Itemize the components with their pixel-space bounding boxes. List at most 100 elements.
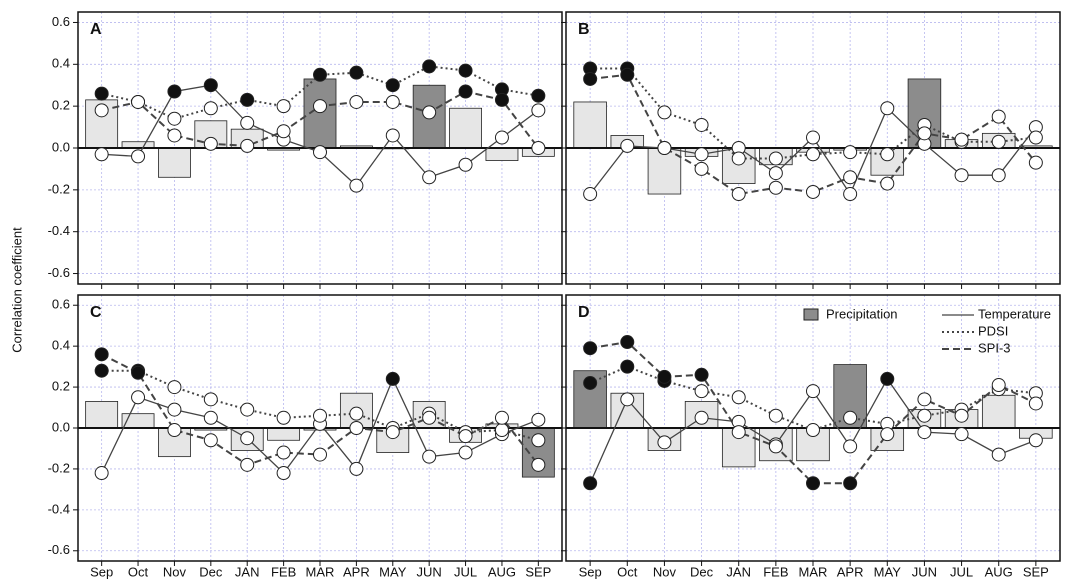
point [731,187,746,202]
x-tick-label: MAR [306,564,335,579]
point [843,476,858,491]
bar [158,147,191,178]
x-tick-label: Sep [90,564,113,579]
point [203,78,218,93]
y-tick-label: 0.0 [52,419,70,434]
x-tick-label: Nov [653,564,677,579]
point [694,117,709,132]
x-tick-label: JUL [454,564,477,579]
point [531,412,546,427]
point [917,425,932,440]
point [167,84,182,99]
point [583,375,598,390]
point [385,128,400,143]
x-tick-label: FEB [271,564,296,579]
point [991,447,1006,462]
point [385,371,400,386]
y-tick-label: 0.4 [52,338,70,353]
y-tick-label: 0.2 [52,379,70,394]
point [768,180,783,195]
point [94,147,109,162]
point [694,410,709,425]
point [167,423,182,438]
point [768,151,783,166]
y-tick-label: -0.4 [48,501,70,516]
point [657,435,672,450]
x-tick-label: Dec [199,564,223,579]
point [583,476,598,491]
x-tick-label: MAY [379,564,407,579]
legend-label: SPI-3 [978,340,1011,355]
point [806,184,820,199]
point [954,408,969,423]
y-tick-label: -0.6 [48,265,70,280]
point [768,439,783,454]
point [843,410,858,425]
y-tick-label: -0.2 [48,181,70,196]
point [880,147,895,162]
point [880,427,895,442]
point [768,166,783,181]
x-tick-label: MAR [799,564,828,579]
point [694,147,709,162]
point [349,178,364,193]
panel-label: C [90,304,102,321]
point [94,466,109,481]
point [276,410,291,425]
point [583,187,598,202]
point [657,369,672,384]
point [458,429,473,444]
point [494,423,509,438]
point [94,347,109,362]
point [1028,396,1043,411]
point [276,445,291,460]
x-tick-label: Nov [163,564,187,579]
y-axis-label: Correlation coefficient [9,227,24,353]
point [694,384,709,399]
point [731,390,746,405]
point [768,408,783,423]
point [620,392,635,407]
point [657,141,672,155]
point [806,476,820,491]
point [167,380,182,395]
bar [303,78,337,149]
point [843,145,858,160]
bar [796,427,830,462]
point [94,86,109,101]
point [954,168,969,183]
point [422,449,437,464]
panel: -0.6 -0.4 -0.2 0.0 0.2 0.4 0.6 A [48,11,563,289]
x-tick-label: SEP [525,564,551,579]
point [276,466,291,481]
panel-frame [565,294,1061,562]
point [531,433,546,448]
point [349,461,364,476]
point [880,371,895,386]
legend-label: PDSI [978,323,1008,338]
point [494,92,509,107]
point [531,141,546,155]
point [843,439,858,454]
bar [267,427,301,441]
point [531,88,546,103]
legend-label: Precipitation [826,306,898,321]
point [276,124,291,139]
x-tick-label: Oct [617,564,638,579]
point [94,363,109,378]
bar [573,101,607,149]
legend-swatch [803,308,819,321]
point [806,130,820,145]
point [240,402,255,417]
point [1028,130,1043,145]
point [583,71,598,86]
point [203,101,218,116]
panel: B [561,11,1061,289]
point [880,176,895,191]
panel-label: D [578,304,590,321]
y-tick-label: 0.6 [52,297,70,312]
point [313,99,327,114]
point [167,111,182,126]
point [1028,433,1043,448]
